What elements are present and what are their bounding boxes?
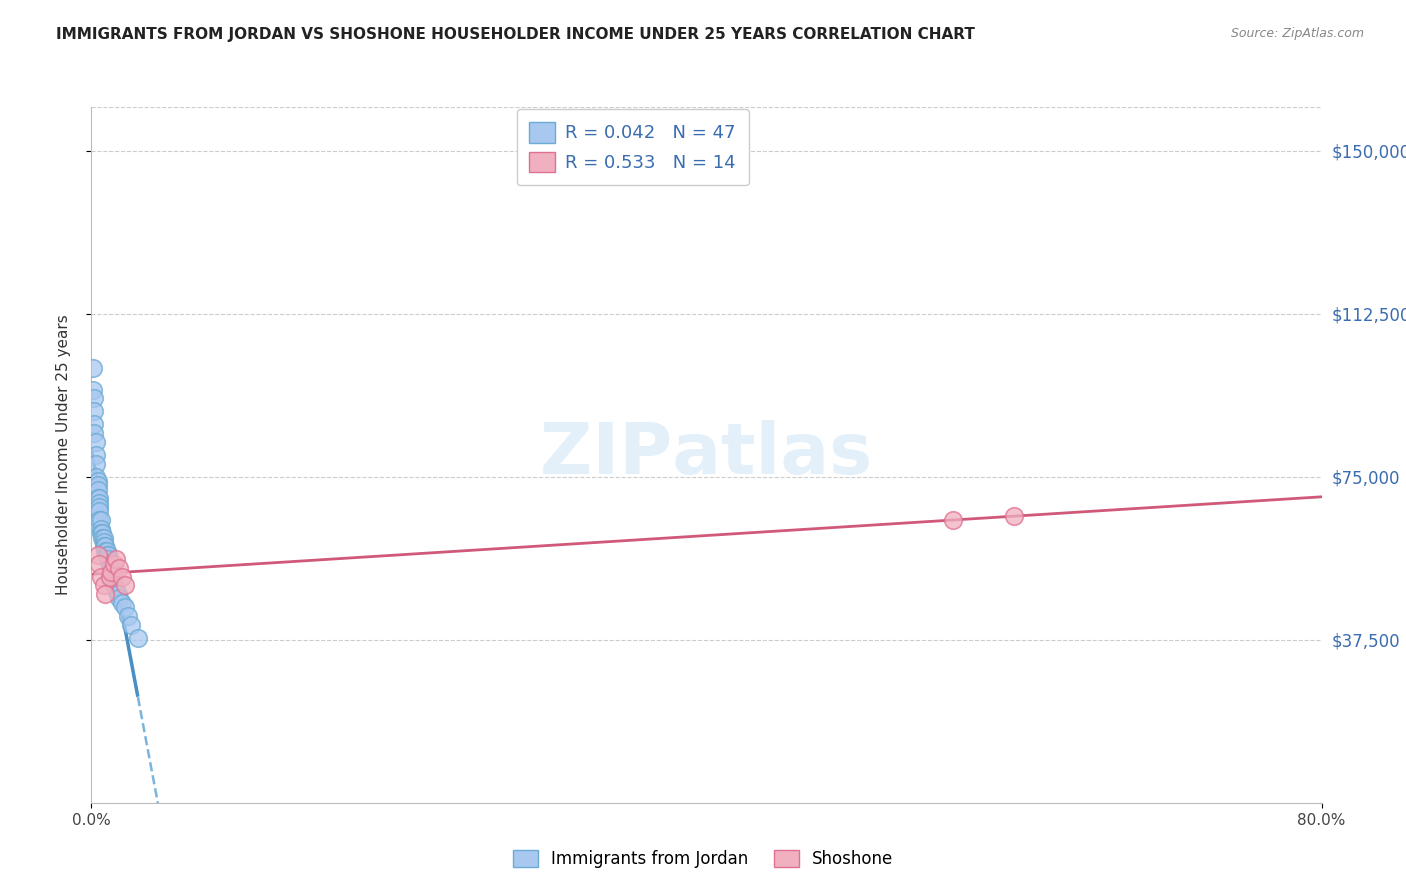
Point bbox=[86, 474, 108, 488]
Point bbox=[97, 548, 120, 562]
Point bbox=[87, 513, 110, 527]
Point bbox=[84, 448, 107, 462]
Point bbox=[93, 535, 115, 549]
Point bbox=[93, 531, 115, 545]
Point bbox=[83, 426, 105, 441]
Point bbox=[127, 631, 149, 645]
Point bbox=[105, 552, 127, 566]
Point bbox=[98, 570, 121, 584]
Point bbox=[103, 578, 125, 592]
Point bbox=[117, 608, 139, 623]
Point bbox=[100, 566, 122, 580]
Point bbox=[86, 483, 108, 497]
Point bbox=[101, 574, 124, 588]
Point bbox=[93, 539, 115, 553]
Text: IMMIGRANTS FROM JORDAN VS SHOSHONE HOUSEHOLDER INCOME UNDER 25 YEARS CORRELATION: IMMIGRANTS FROM JORDAN VS SHOSHONE HOUSE… bbox=[56, 27, 976, 42]
Point bbox=[86, 491, 108, 506]
Point bbox=[100, 566, 122, 580]
Point bbox=[114, 578, 136, 592]
Point bbox=[90, 513, 112, 527]
Point bbox=[111, 570, 134, 584]
Point bbox=[101, 570, 124, 584]
Point bbox=[91, 531, 114, 545]
Point bbox=[93, 578, 115, 592]
Point bbox=[87, 557, 110, 571]
Point bbox=[86, 548, 108, 562]
Legend: R = 0.042   N = 47, R = 0.533   N = 14: R = 0.042 N = 47, R = 0.533 N = 14 bbox=[516, 109, 749, 186]
Point bbox=[82, 383, 104, 397]
Point bbox=[98, 557, 121, 571]
Point bbox=[114, 600, 136, 615]
Y-axis label: Householder Income Under 25 years: Householder Income Under 25 years bbox=[56, 315, 70, 595]
Point bbox=[97, 552, 120, 566]
Point bbox=[111, 596, 134, 610]
Text: Source: ZipAtlas.com: Source: ZipAtlas.com bbox=[1230, 27, 1364, 40]
Point bbox=[94, 587, 117, 601]
Point bbox=[83, 392, 105, 406]
Point bbox=[1002, 508, 1025, 523]
Point bbox=[84, 469, 107, 483]
Point bbox=[96, 548, 118, 562]
Point bbox=[105, 582, 127, 597]
Point bbox=[103, 557, 125, 571]
Point bbox=[107, 587, 129, 601]
Point bbox=[90, 570, 112, 584]
Point bbox=[84, 457, 107, 471]
Point bbox=[98, 561, 121, 575]
Point bbox=[90, 522, 112, 536]
Point bbox=[94, 539, 117, 553]
Point bbox=[87, 491, 110, 506]
Point bbox=[91, 526, 114, 541]
Legend: Immigrants from Jordan, Shoshone: Immigrants from Jordan, Shoshone bbox=[506, 843, 900, 875]
Point bbox=[90, 526, 112, 541]
Point bbox=[82, 361, 104, 376]
Point bbox=[942, 513, 965, 527]
Point bbox=[87, 500, 110, 514]
Point bbox=[83, 417, 105, 432]
Point bbox=[84, 434, 107, 449]
Text: ZIP​atlas: ZIP​atlas bbox=[540, 420, 873, 490]
Point bbox=[87, 504, 110, 518]
Point bbox=[87, 496, 110, 510]
Point bbox=[108, 591, 131, 606]
Point bbox=[83, 404, 105, 418]
Point bbox=[120, 617, 142, 632]
Point bbox=[94, 543, 117, 558]
Point bbox=[96, 543, 118, 558]
Point bbox=[86, 478, 108, 492]
Point bbox=[108, 561, 131, 575]
